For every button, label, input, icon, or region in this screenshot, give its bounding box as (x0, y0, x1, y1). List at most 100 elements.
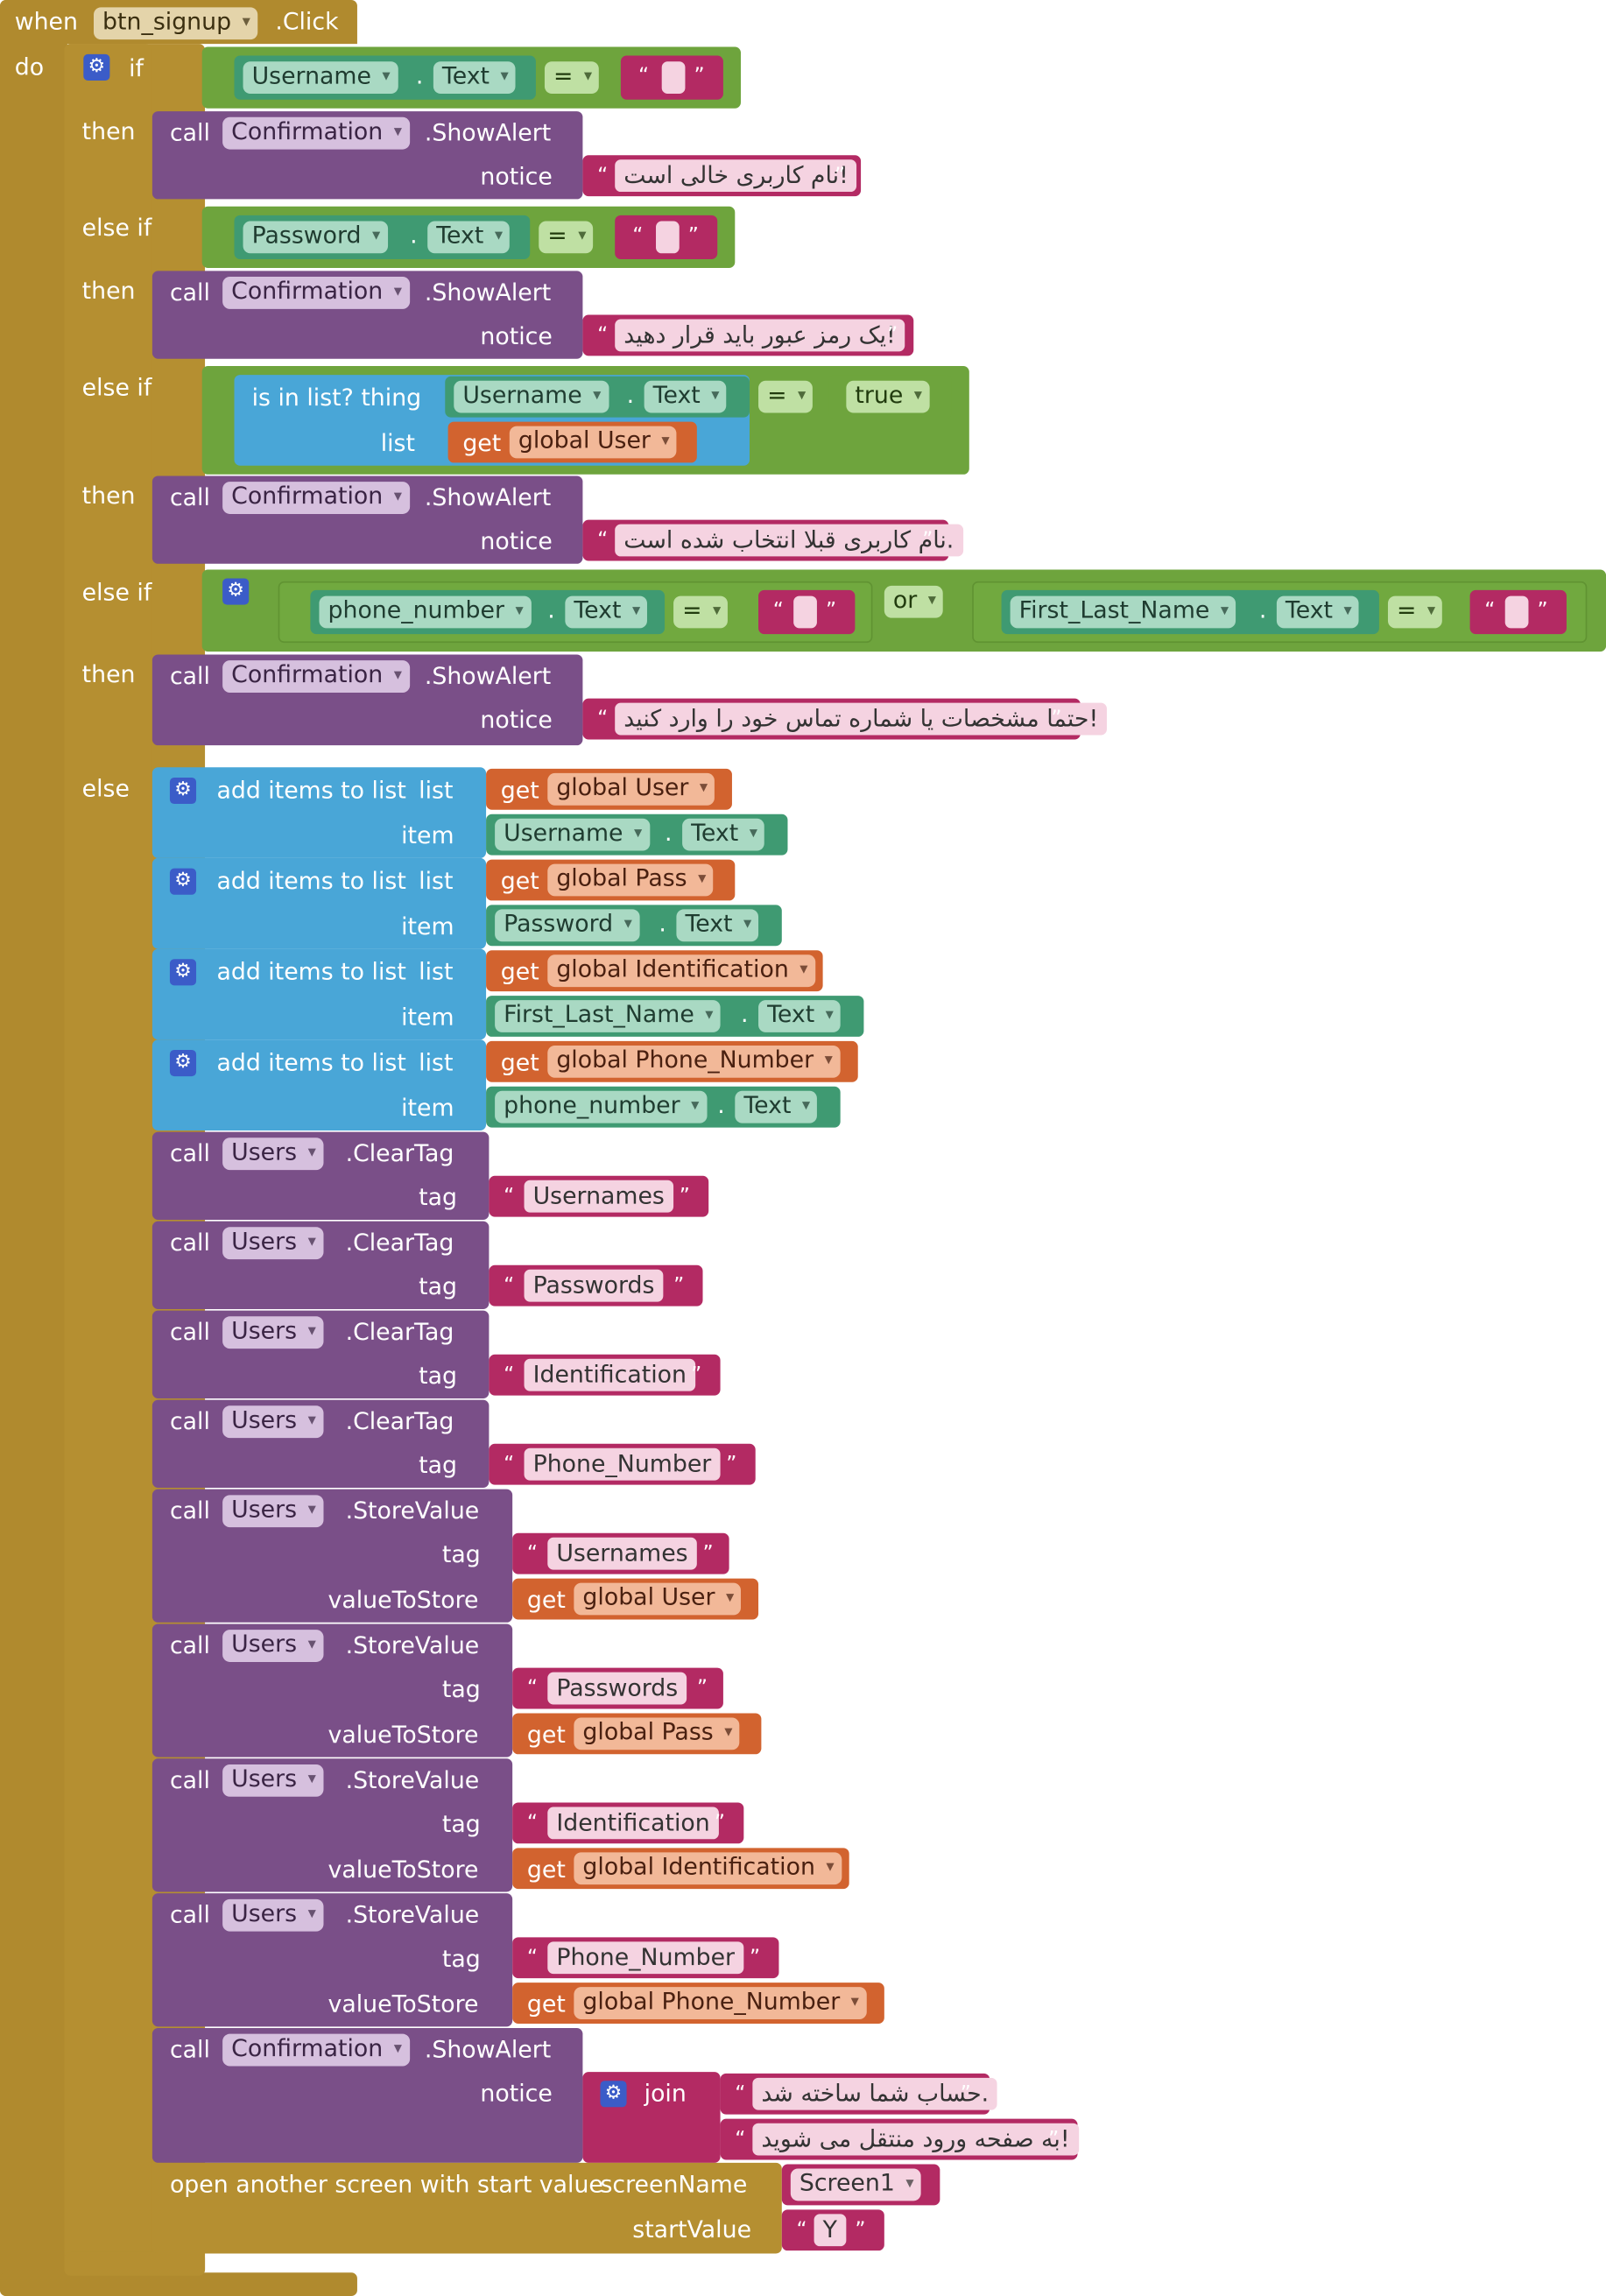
users-component-dropdown[interactable]: Users (222, 1630, 324, 1662)
empty-string-value[interactable] (1504, 595, 1529, 629)
empty-string-value[interactable] (656, 221, 680, 254)
equals-operator-dropdown[interactable]: = (539, 221, 594, 254)
empty-string-value[interactable] (661, 61, 686, 95)
confirmation-component-dropdown[interactable]: Confirmation (222, 660, 410, 693)
users-storevalue-block-identification[interactable] (151, 1758, 513, 1892)
screen1-dropdown[interactable]: Screen1 (790, 2168, 921, 2201)
empty-string-value[interactable] (793, 595, 817, 629)
tag-usernames-value[interactable]: Usernames (524, 1180, 673, 1213)
event-component-dropdown[interactable]: btn_signup (94, 7, 258, 40)
call-label: call (169, 1765, 210, 1794)
global-identification-dropdown[interactable]: global Identification (574, 1852, 842, 1885)
tag-phone-number-value[interactable]: Phone_Number (547, 1941, 744, 1975)
message-5-value[interactable]: .حساب شما ساخته شد (752, 2077, 998, 2110)
message-3-value[interactable]: .نام کاربری قبلا انتخاب شده است (615, 524, 963, 557)
add-items-mutator-gear-icon[interactable]: ⚙ (169, 959, 197, 986)
equals-operator-dropdown[interactable]: = (673, 595, 729, 629)
confirmation-component-dropdown[interactable]: Confirmation (222, 116, 410, 150)
message-4-value[interactable]: !حتما مشخصات یا شماره تماس خود را وارد ک… (615, 702, 1108, 736)
users-component-dropdown[interactable]: Users (222, 1764, 324, 1797)
message-2-value[interactable]: !یک رمز عبور باید قرار دهید (615, 319, 905, 352)
text-property-dropdown[interactable]: Text (758, 1000, 842, 1032)
add-items-label: add items to list (216, 957, 406, 986)
text-property-dropdown[interactable]: Text (565, 595, 648, 629)
join-mutator-gear-icon[interactable]: ⚙ (600, 2081, 627, 2108)
value-to-store-label: valueToStore (328, 1585, 479, 1614)
global-user-dropdown[interactable]: global User (574, 1582, 742, 1616)
equals-operator-dropdown[interactable]: = (1387, 595, 1443, 629)
tag-label: tag (419, 1362, 458, 1390)
equals-operator-dropdown[interactable]: = (758, 380, 814, 413)
text-property-dropdown[interactable]: Text (1276, 595, 1360, 629)
tag-phone-number-value[interactable]: Phone_Number (524, 1447, 721, 1481)
users-component-dropdown[interactable]: Users (222, 1316, 324, 1349)
users-component-dropdown[interactable]: Users (222, 1137, 324, 1171)
text-property-dropdown[interactable]: Text (644, 380, 727, 413)
users-storevalue-block-passwords[interactable] (151, 1623, 513, 1757)
global-pass-dropdown[interactable]: global Pass (547, 863, 714, 897)
tag-identification-value[interactable]: Identification (524, 1358, 695, 1391)
quote-open-glyph: “ (504, 1184, 515, 1208)
users-component-dropdown[interactable]: Users (222, 1405, 324, 1439)
open-another-screen-block[interactable] (151, 2162, 782, 2254)
global-user-dropdown[interactable]: global User (547, 772, 715, 806)
item-socket-label: item (401, 821, 454, 849)
global-identification-dropdown[interactable]: global Identification (547, 954, 815, 988)
phone-number-component-dropdown[interactable]: phone_number (319, 595, 532, 629)
users-storevalue-block-phone-number[interactable] (151, 1893, 513, 2027)
get-label: get (500, 957, 539, 986)
global-user-dropdown[interactable]: global User (509, 426, 678, 459)
then-label-3: then (81, 482, 136, 510)
password-component-dropdown[interactable]: Password (243, 221, 388, 254)
phone-number-component-dropdown[interactable]: phone_number (495, 1090, 707, 1123)
users-component-dropdown[interactable]: Users (222, 1898, 324, 1932)
quote-open-glyph: “ (632, 223, 644, 248)
add-items-to-list-block-user[interactable] (151, 767, 487, 858)
value-to-store-label: valueToStore (328, 1720, 479, 1749)
password-component-dropdown[interactable]: Password (495, 909, 640, 942)
add-items-to-list-block-pass[interactable] (151, 857, 487, 949)
username-component-dropdown[interactable]: Username (454, 380, 609, 413)
username-component-dropdown[interactable]: Username (495, 818, 650, 851)
global-pass-dropdown[interactable]: global Pass (574, 1717, 740, 1750)
username-component-dropdown[interactable]: Username (243, 61, 398, 95)
global-phone-number-dropdown[interactable]: global Phone_Number (574, 1987, 867, 2019)
users-component-dropdown[interactable]: Users (222, 1495, 324, 1528)
if-mutator-gear-icon[interactable]: ⚙ (83, 53, 110, 81)
quote-close-glyph: ” (714, 1811, 726, 1835)
message-1-value[interactable]: !نام کاربری خالی است (615, 159, 857, 193)
property-dot: . (415, 61, 424, 90)
tag-passwords-value[interactable]: Passwords (524, 1269, 664, 1302)
equals-operator-dropdown[interactable]: = (544, 61, 600, 95)
add-items-mutator-gear-icon[interactable]: ⚙ (169, 777, 197, 805)
confirmation-component-dropdown[interactable]: Confirmation (222, 2033, 410, 2067)
quote-open-glyph: “ (1484, 598, 1496, 623)
global-phone-number-dropdown[interactable]: global Phone_Number (547, 1045, 841, 1078)
add-items-to-list-block-ident[interactable] (151, 948, 487, 1040)
text-property-dropdown[interactable]: Text (433, 61, 517, 95)
confirmation-component-dropdown[interactable]: Confirmation (222, 277, 410, 309)
tag-label: tag (419, 1183, 458, 1211)
item-socket-label: item (401, 1003, 454, 1032)
tag-usernames-value[interactable]: Usernames (547, 1537, 697, 1570)
cleartag-method-label: .ClearTag (345, 1228, 454, 1257)
true-value-dropdown[interactable]: true (846, 380, 930, 413)
text-property-dropdown[interactable]: Text (735, 1090, 818, 1123)
text-property-dropdown[interactable]: Text (427, 221, 511, 254)
text-property-dropdown[interactable]: Text (682, 818, 765, 851)
or-operator-dropdown[interactable]: or (884, 585, 944, 618)
first-last-name-component-dropdown[interactable]: First_Last_Name (495, 1000, 721, 1032)
add-items-mutator-gear-icon[interactable]: ⚙ (169, 1049, 197, 1077)
confirmation-component-dropdown[interactable]: Confirmation (222, 482, 410, 514)
first-last-name-component-dropdown[interactable]: First_Last_Name (1010, 595, 1236, 629)
users-storevalue-block-usernames[interactable] (151, 1489, 513, 1623)
message-6-value[interactable]: !به صفحه ورود منتقل می شوید (752, 2123, 1079, 2156)
tag-identification-value[interactable]: Identification (547, 1807, 719, 1840)
or-mutator-gear-icon[interactable]: ⚙ (222, 578, 250, 605)
start-value-value[interactable]: Y (814, 2214, 846, 2247)
add-items-mutator-gear-icon[interactable]: ⚙ (169, 868, 197, 895)
users-component-dropdown[interactable]: Users (222, 1227, 324, 1260)
text-property-dropdown[interactable]: Text (676, 909, 759, 942)
add-items-to-list-block-phone[interactable] (151, 1039, 487, 1130)
tag-passwords-value[interactable]: Passwords (547, 1672, 687, 1705)
